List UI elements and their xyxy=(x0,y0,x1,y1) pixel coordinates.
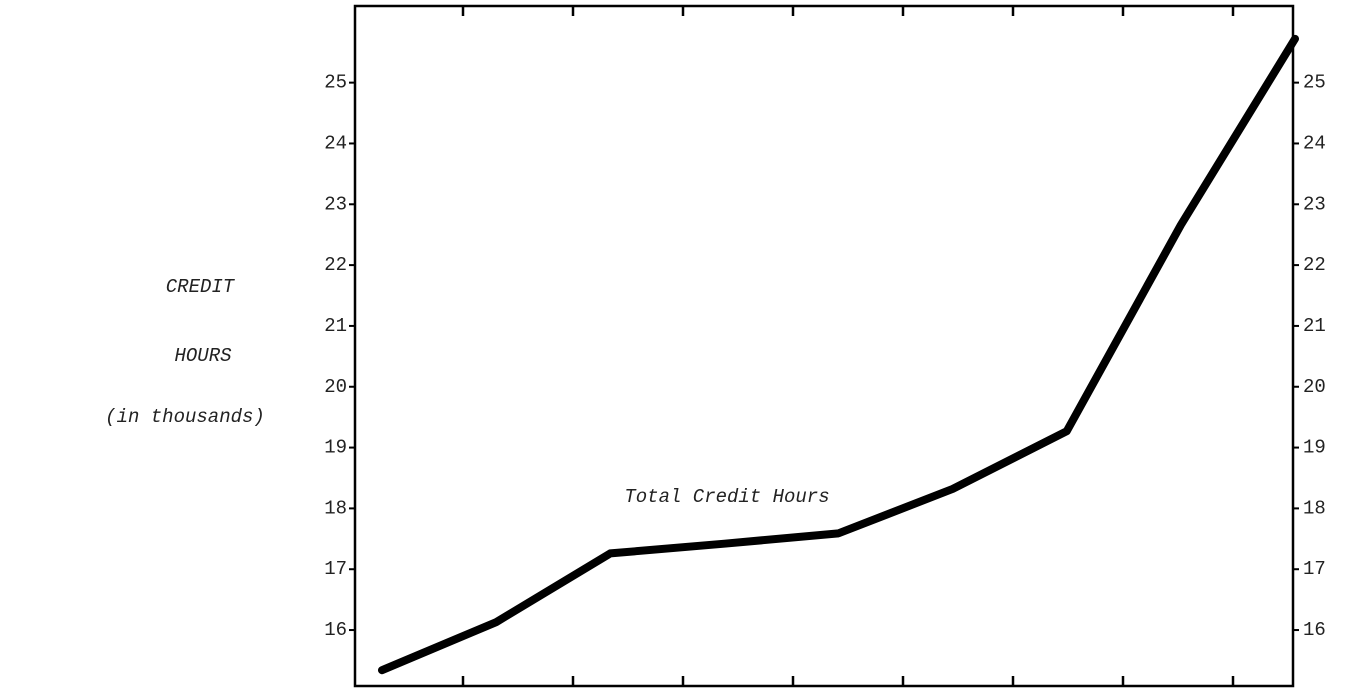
y2-tick-label: 19 xyxy=(1303,437,1326,459)
y-tick-label: 16 xyxy=(324,619,347,641)
y2-tick-label: 25 xyxy=(1303,72,1326,94)
y2-tick-label: 16 xyxy=(1303,619,1326,641)
y-axis-label: (in thousands) xyxy=(105,406,265,428)
y2-tick-label: 18 xyxy=(1303,497,1326,519)
y-tick-label: 22 xyxy=(324,254,347,276)
frame-ticks xyxy=(461,6,1235,686)
y-tick-label: 23 xyxy=(324,193,347,215)
annotation: Total Credit Hours xyxy=(624,486,829,508)
y2-tick-label: 24 xyxy=(1303,132,1326,154)
y-tick-label: 20 xyxy=(324,376,347,398)
y-tick-label: 18 xyxy=(324,497,347,519)
y-tick-label: 17 xyxy=(324,558,347,580)
y-axis-label: HOURS xyxy=(174,345,232,367)
y-tick-label: 25 xyxy=(324,72,347,94)
y-tick-label: 19 xyxy=(324,437,347,459)
plot-frame xyxy=(353,4,1295,688)
y2-tick-label: 22 xyxy=(1303,254,1326,276)
y-tick-label: 24 xyxy=(324,132,347,154)
y2-tick-label: 23 xyxy=(1303,193,1326,215)
y2-tick-label: 17 xyxy=(1303,558,1326,580)
line xyxy=(378,34,1299,675)
y-tick-label: 21 xyxy=(324,315,347,337)
y2-tick-label: 21 xyxy=(1303,315,1326,337)
y-axis-label: CREDIT xyxy=(166,276,236,298)
y2-tick-label: 20 xyxy=(1303,376,1326,398)
